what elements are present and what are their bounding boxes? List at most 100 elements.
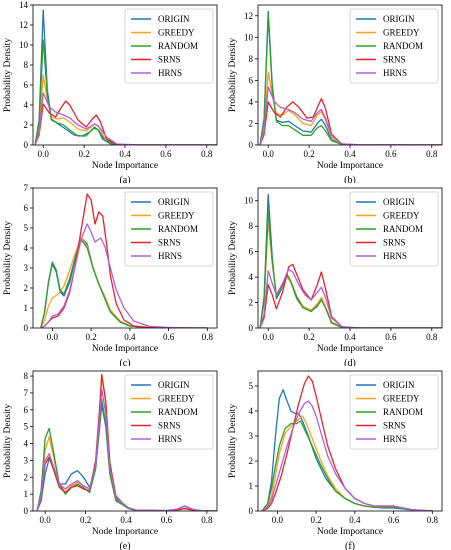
legend-label-origin: ORIGIN: [158, 14, 190, 24]
legend-label-greedy: GREEDY: [383, 28, 420, 38]
legend: ORIGIN GREEDY RANDOM SRNS HRNS: [349, 8, 439, 84]
series-line-srns: [36, 373, 217, 511]
series-line-random: [259, 15, 442, 145]
series-line-srns: [34, 100, 217, 145]
y-tick-label: 10: [19, 40, 29, 50]
legend-label-random: RANDOM: [158, 407, 198, 417]
legend-label-srns: SRNS: [383, 421, 406, 431]
y-axis-label: Probability Density: [228, 221, 238, 295]
x-axis-label: Node Importance: [92, 344, 158, 354]
series-line-hrns: [259, 268, 442, 328]
y-tick-label: 4: [249, 97, 254, 107]
legend-box: [124, 374, 214, 450]
legend-label-greedy: GREEDY: [383, 394, 420, 404]
series-line-random: [261, 420, 433, 511]
y-tick-label: 2: [249, 456, 254, 466]
y-tick-label: 1: [249, 481, 254, 491]
x-tick-label: 0.8: [201, 515, 213, 525]
x-tick-label: 0.0: [38, 149, 50, 159]
legend-label-hrns: HRNS: [383, 251, 407, 261]
legend-label-hrns: HRNS: [158, 251, 182, 261]
axes-frame: [32, 370, 218, 512]
x-axis-label: Node Importance: [317, 161, 383, 171]
y-tick-label: 10: [244, 196, 254, 206]
plot-area: [261, 375, 433, 511]
series-line-hrns: [259, 86, 442, 145]
y-axis-label: Probability Density: [3, 221, 13, 295]
series-line-hrns: [36, 388, 217, 511]
y-axis-label: Probability Density: [3, 38, 13, 112]
x-axis-label: Node Importance: [92, 161, 158, 171]
panel-label: (b): [344, 175, 356, 183]
y-tick-label: 5: [24, 223, 29, 233]
y-tick-label: 7: [24, 183, 29, 193]
y-tick-label: 0: [24, 506, 29, 516]
axes-frame: [257, 370, 443, 512]
legend-label-random: RANDOM: [158, 41, 198, 51]
y-tick-label: 1: [24, 489, 29, 499]
x-tick-label: 0.0: [263, 332, 275, 342]
y-tick-label: 4: [24, 100, 29, 110]
legend: ORIGIN GREEDY RANDOM SRNS HRNS: [124, 374, 214, 450]
y-tick-label: 2: [24, 283, 29, 293]
y-tick-label: 2: [249, 298, 254, 308]
y-tick-label: 8: [24, 60, 29, 70]
y-tick-label: 1: [24, 303, 29, 313]
legend-label-random: RANDOM: [383, 41, 423, 51]
y-tick-label: 12: [19, 20, 28, 30]
panel-label: (a): [119, 175, 130, 183]
legend-label-origin: ORIGIN: [158, 197, 190, 207]
y-tick-label: 0: [24, 323, 29, 333]
legend-box: [124, 8, 214, 84]
legend-label-origin: ORIGIN: [383, 14, 415, 24]
x-tick-label: 0.4: [119, 149, 131, 159]
x-tick-label: 0.4: [120, 515, 132, 525]
y-tick-label: 5: [249, 381, 254, 391]
legend-label-srns: SRNS: [383, 238, 406, 248]
y-tick-label: 0: [249, 140, 254, 150]
plot-area: [259, 193, 442, 328]
x-tick-label: 0.8: [426, 332, 438, 342]
panel-label: (e): [119, 541, 130, 550]
panel-label: (c): [119, 358, 130, 366]
y-axis-label: Probability Density: [3, 404, 13, 478]
x-tick-label: 0.4: [344, 332, 356, 342]
x-tick-label: 0.2: [80, 515, 91, 525]
x-tick-label: 0.6: [160, 149, 172, 159]
y-tick-label: 0: [24, 140, 29, 150]
legend-label-greedy: GREEDY: [158, 394, 195, 404]
x-tick-label: 0.0: [47, 332, 59, 342]
x-tick-label: 0.4: [349, 515, 361, 525]
x-tick-label: 0.4: [124, 332, 136, 342]
chart-panel-f: 0.0 0.2 0.4 0.6 0.8 0 1 2 3 4 5 Node Importance Prob…: [228, 370, 443, 550]
chart-panel-e: 0.0 0.2 0.4 0.6 0.8 0 1 2 3 4 5 6 7 8 Node Importance P…: [3, 370, 218, 550]
y-tick-label: 6: [24, 203, 29, 213]
x-tick-label: 0.2: [78, 149, 89, 159]
legend-label-random: RANDOM: [158, 224, 198, 234]
x-tick-label: 0.4: [344, 149, 356, 159]
series-line-greedy: [259, 71, 442, 145]
y-tick-label: 10: [244, 32, 254, 42]
panel-label: (d): [344, 358, 356, 366]
x-tick-label: 0.2: [310, 515, 321, 525]
x-tick-label: 0.6: [388, 515, 400, 525]
y-tick-label: 8: [249, 221, 254, 231]
legend: ORIGIN GREEDY RANDOM SRNS HRNS: [349, 374, 439, 450]
legend-label-random: RANDOM: [383, 224, 423, 234]
legend-box: [349, 8, 439, 84]
x-tick-label: 0.0: [40, 515, 52, 525]
chart-panel-a: 0.0 0.2 0.4 0.6 0.8 0 2 4 6 8 10 12 14 Node Importanc…: [3, 0, 218, 183]
legend-label-srns: SRNS: [158, 238, 181, 248]
legend-label-origin: ORIGIN: [383, 197, 415, 207]
y-tick-label: 0: [249, 506, 254, 516]
series-line-random: [259, 208, 442, 328]
series-line-greedy: [34, 74, 217, 145]
y-axis-label: Probability Density: [228, 38, 238, 112]
chart-panel-c: 0.0 0.2 0.4 0.6 0.8 0 1 2 3 4 5 6 7 Node Importance Pr…: [3, 183, 218, 366]
legend-label-hrns: HRNS: [383, 68, 407, 78]
x-tick-label: 0.2: [303, 332, 314, 342]
y-tick-label: 2: [249, 118, 254, 128]
y-tick-label: 7: [24, 388, 29, 398]
legend-label-hrns: HRNS: [158, 68, 182, 78]
y-tick-label: 8: [249, 54, 254, 64]
